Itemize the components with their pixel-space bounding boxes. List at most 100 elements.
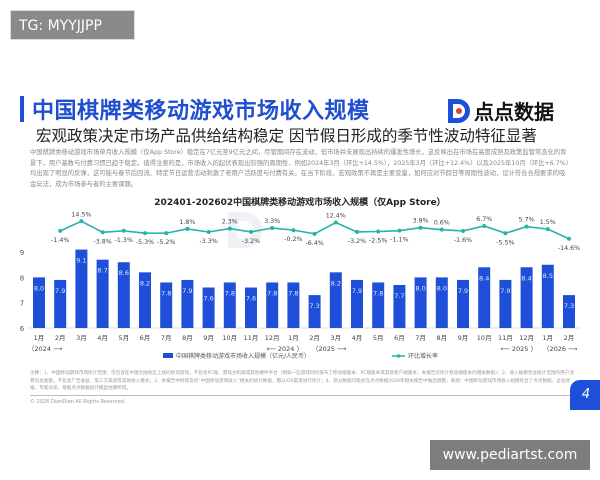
growth-point	[312, 231, 317, 236]
growth-point	[249, 229, 253, 234]
legend-bar-label: 中国棋牌类移动游戏市场收入规模（亿元/人民币）	[176, 352, 310, 360]
x-tick-label: 5月	[373, 334, 384, 342]
x-tick-label: 1月	[288, 334, 299, 342]
bar	[563, 295, 575, 328]
bar-data-label: 7.9	[352, 287, 362, 295]
growth-point	[206, 229, 211, 234]
bar	[478, 267, 491, 328]
bar	[160, 282, 173, 328]
logo-icon	[448, 98, 470, 123]
page-title: 中国棋牌类移动游戏市场收入规模	[32, 99, 370, 124]
bar-data-label: 8.4	[521, 274, 531, 282]
copyright: © 2026 DianDian All Rights Reserved.	[30, 399, 126, 405]
footnotes: 注释：1、中国移动游戏市场统计范围：仅包含在中国大陆地区上线的移动游戏，不包含P…	[30, 371, 574, 391]
growth-point	[58, 228, 63, 233]
x-tick-label: 10月	[477, 334, 492, 342]
title-accent-bar	[20, 96, 24, 122]
bar-data-label: 7.8	[288, 289, 298, 297]
growth-data-label: -1.1%	[390, 237, 408, 244]
growth-data-label: -1.3%	[115, 237, 133, 244]
bar-data-label: 7.9	[458, 287, 468, 295]
growth-point	[482, 223, 487, 228]
x-tick-label: 4月	[97, 334, 108, 342]
bar	[308, 295, 321, 328]
growth-data-label: -3.2%	[242, 238, 260, 245]
bar	[457, 279, 469, 328]
bar	[33, 277, 45, 328]
x-tick-label: 9月	[203, 334, 214, 342]
year-label: （2025 ⟶	[312, 345, 346, 353]
growth-data-label: 0.6%	[434, 220, 450, 227]
growth-point	[461, 228, 465, 233]
growth-data-label: 5.7%	[519, 217, 535, 224]
bar-data-label: 8.4	[479, 274, 489, 282]
logo: 点点数据	[448, 96, 554, 125]
x-tick-label: 8月	[436, 334, 447, 342]
bar	[287, 282, 300, 328]
legend-bar-swatch	[163, 353, 173, 358]
bar-data-label: 7.9	[55, 287, 65, 295]
x-tick-label: 11月	[498, 334, 513, 342]
bar	[372, 282, 385, 328]
growth-data-label: 14.5%	[71, 211, 91, 218]
bar	[202, 287, 215, 328]
y-tick-label: 7	[20, 300, 24, 308]
y-tick-label: 9	[20, 249, 24, 257]
x-tick-label: 2月	[55, 334, 66, 342]
bar-data-label: 7.6	[203, 295, 213, 303]
growth-point	[100, 230, 105, 235]
bar-data-label: 8.5	[543, 272, 553, 280]
x-tick-label: 6月	[140, 334, 151, 342]
subtitle: 宏观政策决定市场产品供给结构稳定 因节假日形成的季节性波动特征显著	[36, 127, 537, 145]
bar-data-label: 7.8	[161, 289, 171, 297]
bar	[223, 282, 236, 328]
growth-data-label: -6.4%	[305, 240, 323, 247]
overlay-tag: TG: MYYJJPP	[10, 10, 135, 40]
growth-line	[59, 220, 570, 240]
growth-point	[333, 220, 338, 225]
bar	[96, 259, 109, 328]
bar	[351, 279, 363, 328]
growth-point	[524, 224, 529, 229]
x-tick-label: 7月	[161, 334, 172, 342]
growth-point	[185, 226, 190, 231]
year-label: （2024 ⟶	[28, 345, 62, 353]
growth-point	[121, 228, 126, 233]
slide	[15, 72, 600, 422]
x-tick-label: 7月	[415, 334, 426, 342]
growth-data-label: -1.4%	[51, 237, 69, 244]
growth-point	[227, 226, 232, 231]
bar	[54, 279, 67, 328]
bar-data-label: 8.7	[97, 267, 107, 275]
growth-data-label: 3.3%	[264, 218, 280, 225]
year-label: ⟵ 2024 ）	[267, 345, 304, 353]
growth-data-label: -2.5%	[369, 238, 387, 245]
bar-data-label: 7.9	[500, 287, 510, 295]
bar-data-label: 8.6	[119, 269, 129, 277]
growth-point	[439, 227, 444, 232]
bar-data-label: 7.6	[246, 295, 256, 303]
y-tick-label: 8	[20, 274, 24, 282]
x-tick-label: 5月	[118, 334, 129, 342]
growth-data-label: 3.8%	[413, 218, 429, 225]
x-tick-label: 2月	[309, 334, 320, 342]
bar-data-label: 7.3	[309, 302, 319, 310]
growth-data-label: -1.6%	[454, 237, 472, 244]
bar	[245, 287, 257, 328]
bar	[181, 279, 194, 328]
growth-point	[376, 229, 381, 234]
bar-data-label: 8.0	[415, 284, 425, 292]
x-tick-label: 8月	[182, 334, 193, 342]
growth-point	[270, 226, 275, 231]
bar-data-label: 8.2	[331, 279, 341, 287]
bar-data-label: 8.0	[34, 284, 44, 292]
bar	[139, 272, 151, 328]
growth-point	[397, 228, 402, 233]
growth-data-label: -0.2%	[284, 236, 302, 243]
x-tick-label: 3月	[76, 334, 87, 342]
bar	[329, 272, 342, 328]
chart-title: 202401-202602中国棋牌类移动游戏市场收入规模（仅App Store）	[154, 198, 446, 208]
growth-data-label: 12.4%	[326, 213, 346, 220]
page-number: 4	[570, 380, 600, 410]
growth-data-label: 1.5%	[540, 219, 556, 226]
